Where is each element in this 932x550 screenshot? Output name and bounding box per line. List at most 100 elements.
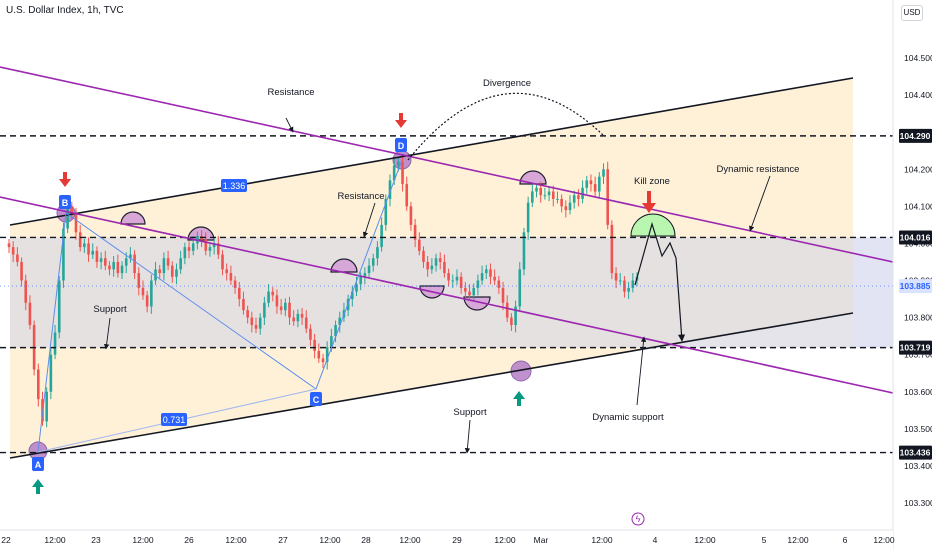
candle-body	[514, 306, 517, 325]
candle-body	[434, 258, 438, 266]
dynamic-resistance-line[interactable]	[0, 66, 894, 263]
candle-body	[455, 276, 459, 281]
candle-body	[250, 317, 254, 325]
price-tick-label: 104.200	[904, 164, 932, 174]
candle-body	[78, 232, 82, 248]
lightning-icon: ϟ	[636, 514, 641, 524]
resistance-label: Resistance	[338, 191, 385, 202]
candle-body	[284, 302, 287, 311]
candle-body	[83, 243, 86, 248]
candle-body	[150, 280, 153, 307]
candle-body	[405, 184, 409, 207]
candle-body	[598, 176, 601, 192]
candle-body	[141, 287, 145, 296]
support-label: Support	[453, 407, 487, 418]
channel-upper-line[interactable]	[9, 77, 854, 226]
price-tag-label: 104.290	[900, 131, 931, 141]
time-tick-label: 12:00	[873, 535, 895, 545]
candle-body	[602, 169, 605, 177]
pivot-circle	[510, 360, 532, 382]
price-tag-label: 104.016	[900, 232, 931, 242]
candle-body	[288, 302, 291, 318]
ratio-badge: 1.336	[223, 181, 246, 191]
candle-body	[300, 313, 304, 318]
candle-body	[124, 258, 128, 266]
candle-body	[28, 302, 32, 325]
candle-body	[296, 313, 300, 322]
candle-body	[242, 299, 245, 311]
candle-body	[585, 180, 589, 188]
time-tick-label: 12:00	[787, 535, 809, 545]
time-tick-label: 12:00	[225, 535, 247, 545]
candle-body	[221, 254, 224, 270]
candle-body	[392, 165, 396, 181]
kill-zone-arrow-icon	[642, 191, 656, 213]
candle-body	[564, 206, 568, 211]
candle-body	[384, 198, 388, 225]
candle-body	[531, 191, 534, 203]
point-label-b-box	[59, 195, 71, 209]
resistance-label: Resistance	[268, 87, 315, 98]
candle-body	[430, 265, 434, 270]
candle-body	[371, 258, 375, 266]
price-tick-label: 103.300	[904, 498, 932, 508]
time-tick-label: 12:00	[44, 535, 66, 545]
candle-body	[7, 243, 11, 248]
price-tick-label: 103.400	[904, 461, 932, 471]
candle-body	[380, 224, 383, 248]
time-tick-label: 12:00	[399, 535, 421, 545]
divergence-arc	[407, 92, 605, 161]
price-tag-box	[899, 445, 932, 460]
candle-body	[309, 328, 312, 340]
candle-body	[166, 258, 170, 266]
candle-body	[510, 317, 513, 325]
currency-button[interactable]: USD	[901, 5, 923, 21]
bullish-arrow-icon	[32, 479, 44, 494]
candle-body	[484, 269, 488, 274]
candle-body	[263, 302, 266, 318]
candle-body	[53, 332, 57, 355]
dynamic-support-line[interactable]	[0, 196, 894, 394]
time-tick-label: 6	[843, 535, 848, 545]
time-tick-label: 27	[278, 535, 288, 545]
candle-body	[522, 232, 526, 270]
candle-body	[57, 280, 61, 333]
projected-path	[634, 221, 686, 342]
time-tick-label: 28	[361, 535, 371, 545]
candle-body	[254, 325, 258, 329]
candle-body	[401, 161, 404, 185]
candle-body	[338, 317, 342, 325]
candle-body	[16, 254, 19, 262]
candle-body	[103, 258, 107, 266]
candle-body	[95, 250, 99, 262]
candle-body	[468, 291, 471, 296]
supply-demand-arc	[330, 258, 358, 273]
candle-body	[451, 280, 455, 282]
channel-lower-line[interactable]	[9, 312, 854, 459]
event-icon[interactable]	[631, 512, 645, 526]
candle-body	[610, 224, 614, 274]
candle-body	[212, 243, 216, 248]
candle-body	[74, 213, 78, 233]
candle-body	[49, 354, 53, 392]
time-tick-label: 12:00	[319, 535, 341, 545]
candle-body	[627, 287, 630, 292]
candle-body	[560, 198, 563, 207]
candle-body	[313, 339, 316, 351]
candle-body	[87, 243, 90, 255]
candle-body	[334, 325, 337, 337]
candle-body	[20, 261, 23, 281]
candle-body	[246, 310, 249, 318]
time-axis	[0, 530, 893, 550]
candle-body	[330, 336, 333, 348]
candle-body	[91, 250, 95, 255]
pointer-arrow	[464, 419, 471, 454]
ratio-badge-box	[161, 413, 187, 426]
pointer-arrow	[285, 117, 294, 133]
time-tick-label: 12:00	[494, 535, 516, 545]
price-tag-label: 103.885	[900, 281, 931, 291]
candle-body	[631, 280, 635, 288]
candle-body	[363, 273, 367, 277]
